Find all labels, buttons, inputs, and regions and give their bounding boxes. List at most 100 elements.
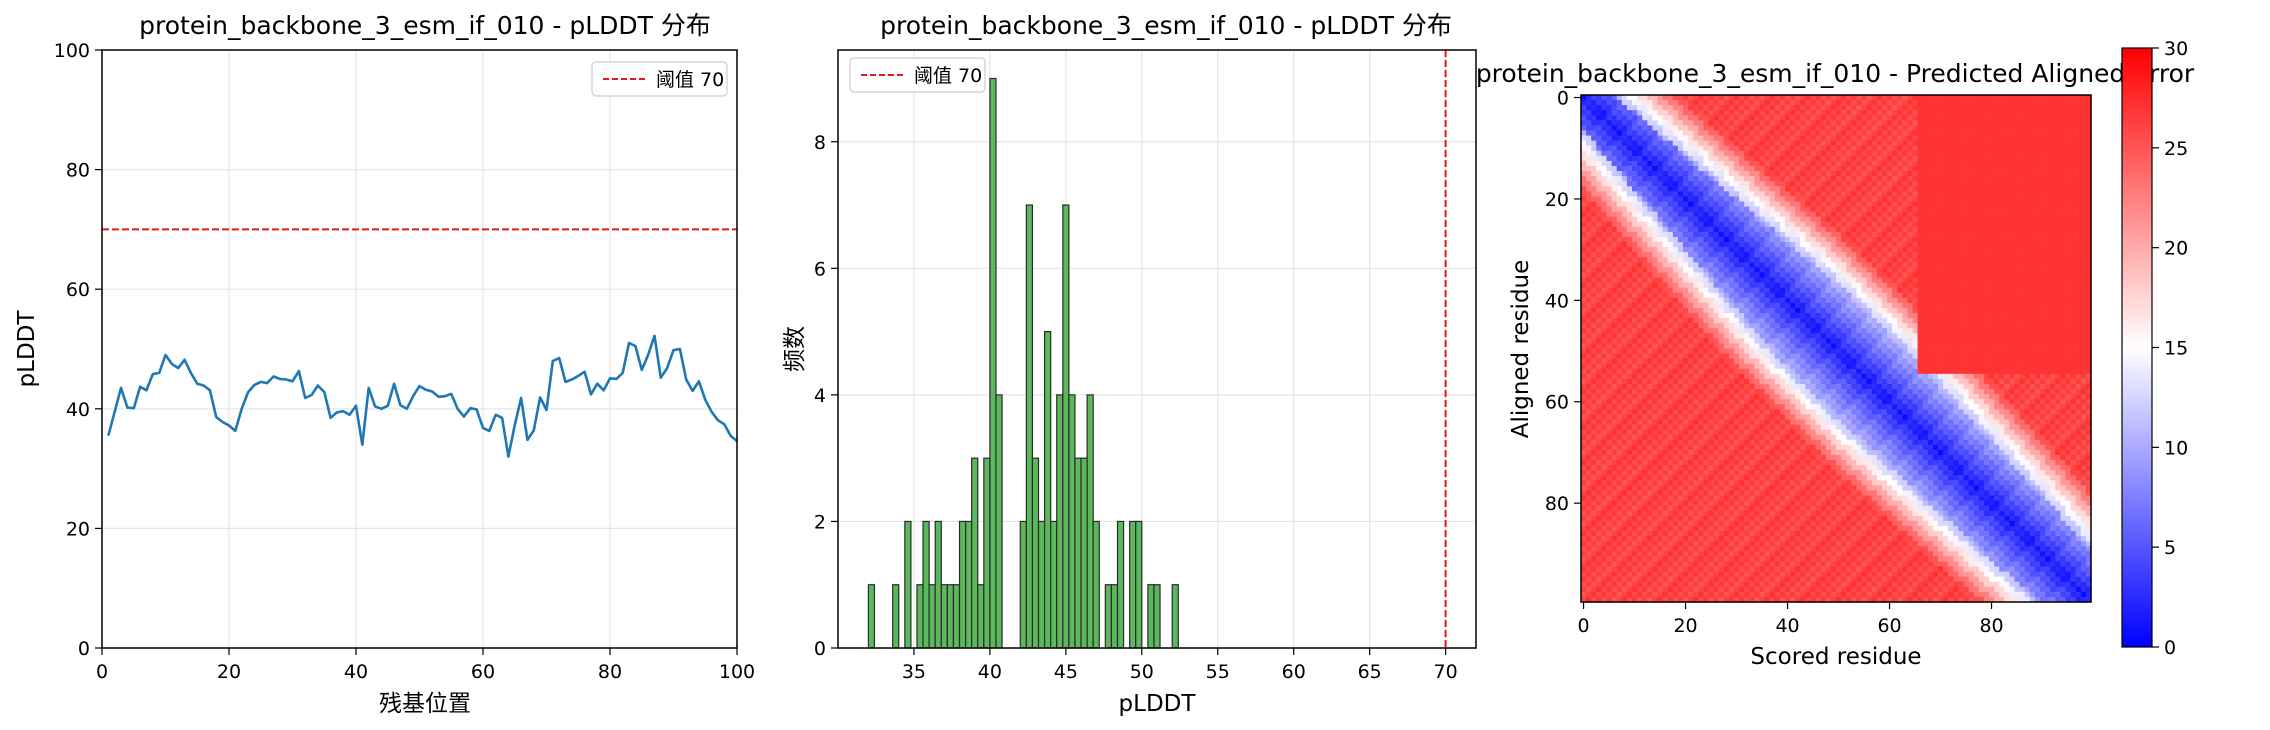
heatmap-cell (1932, 171, 1939, 177)
heatmap-cell (1586, 236, 1592, 243)
heatmap-cell (1825, 262, 1832, 268)
heatmap-cell (1790, 125, 1796, 132)
heatmap-cell (1616, 272, 1623, 279)
heatmap-cell (2055, 196, 2061, 203)
heatmap-cell (2034, 181, 2041, 187)
heatmap-cell (1581, 196, 1587, 203)
heatmap-cell (1586, 140, 1592, 147)
heatmap-cell (1968, 206, 1975, 213)
heatmap-cell (1667, 257, 1674, 263)
heatmap-cell (1815, 313, 1822, 319)
heatmap-cell (1851, 95, 1857, 101)
heatmap-cell (1983, 297, 1990, 304)
heatmap-cell (1927, 313, 1934, 319)
heatmap-cell (1912, 140, 1919, 147)
heatmap-cell (1662, 160, 1669, 167)
heatmap-cell (1723, 221, 1730, 228)
heatmap-cell (1866, 171, 1873, 177)
heatmap-cell (1881, 242, 1888, 248)
heatmap-cell (1841, 125, 1847, 132)
heatmap-cell (1953, 115, 1959, 121)
heatmap-cell (1688, 181, 1694, 187)
heatmap-cell (1983, 125, 1990, 132)
heatmap-cell (1989, 181, 1995, 187)
heatmap-cell (1662, 120, 1669, 127)
heatmap-cell (1897, 130, 1903, 137)
heatmap-cell (1606, 105, 1613, 111)
heatmap-cell (2029, 333, 2036, 339)
heatmap-cell (1887, 196, 1893, 203)
heatmap-cell (1647, 262, 1653, 268)
heatmap-cell (1728, 115, 1735, 121)
heatmap-cell (1866, 145, 1873, 152)
heatmap-cell (1846, 252, 1852, 258)
heatmap-cell (1973, 262, 1980, 268)
heatmap-cell (1713, 110, 1720, 116)
histogram-bar (1068, 394, 1076, 649)
heatmap-cell (2004, 176, 2010, 182)
heatmap-cell (1958, 160, 1965, 167)
heatmap-cell (1632, 292, 1638, 299)
heatmap-cell (1861, 115, 1868, 121)
heatmap-cell (1688, 262, 1694, 268)
histogram-bar (1153, 584, 1161, 649)
heatmap-cell (1938, 181, 1944, 187)
heatmap-cell (1963, 252, 1970, 258)
heatmap-cell (1902, 277, 1908, 284)
heatmap-cell (1632, 186, 1638, 192)
heatmap-cell (1662, 318, 1669, 324)
heatmap-cell (1917, 191, 1924, 197)
heatmap-cell (1994, 216, 2000, 223)
heatmap-cell (1647, 145, 1653, 152)
heatmap-cell (1866, 287, 1873, 294)
heatmap-cell (1637, 257, 1643, 263)
heatmap-cell (1677, 186, 1684, 192)
heatmap-cell (1667, 328, 1674, 334)
heatmap-cell (1785, 323, 1791, 329)
heatmap-cell (1785, 328, 1791, 334)
heatmap-cell (1856, 252, 1863, 258)
heatmap-cell (1759, 120, 1766, 127)
heatmap-cell (1958, 165, 1965, 172)
heatmap-cell (2029, 145, 2036, 152)
heatmap-cell (1932, 181, 1939, 187)
heatmap-cell (2029, 282, 2036, 289)
heatmap-cell (1723, 282, 1730, 289)
heatmap-cell (1922, 186, 1929, 192)
heatmap-cell (1586, 165, 1592, 172)
heatmap-cell (1830, 226, 1837, 233)
heatmap-cell (1927, 95, 1934, 101)
heatmap-cell (1790, 196, 1796, 203)
heatmap-cell (1662, 307, 1669, 314)
heatmap-cell (1785, 206, 1791, 213)
heatmap-cell (2060, 287, 2067, 294)
heatmap-cell (1953, 318, 1959, 324)
heatmap-cell (1871, 155, 1878, 162)
heatmap-cell (1693, 252, 1699, 258)
heatmap-cell (1805, 252, 1812, 258)
heatmap-cell (1779, 115, 1786, 121)
heatmap-cell (1734, 221, 1740, 228)
heatmap-cell (1606, 272, 1613, 279)
heatmap-cell (1958, 226, 1965, 233)
heatmap-cell (1887, 160, 1893, 167)
heatmap-cell (1830, 110, 1837, 116)
heatmap-cell (2009, 328, 2016, 334)
heatmap-cell (1999, 231, 2005, 238)
heatmap-cell (1708, 318, 1715, 324)
heatmap-cell (1973, 252, 1980, 258)
heatmap-cell (1999, 262, 2005, 268)
heatmap-cell (1978, 181, 1985, 187)
heatmap-cell (1917, 333, 1924, 339)
heatmap-cell (1973, 186, 1980, 192)
heatmap-cell (1922, 100, 1929, 106)
heatmap-cell (1989, 313, 1995, 319)
heatmap-cell (1825, 313, 1832, 319)
heatmap-cell (1713, 262, 1720, 268)
heatmap-cell (1626, 181, 1633, 187)
heatmap-cell (1672, 287, 1679, 294)
heatmap-cell (1713, 307, 1720, 314)
heatmap-cell (1591, 196, 1597, 203)
y-tick-label: 2 (814, 511, 826, 533)
heatmap-cell (1963, 135, 1970, 142)
